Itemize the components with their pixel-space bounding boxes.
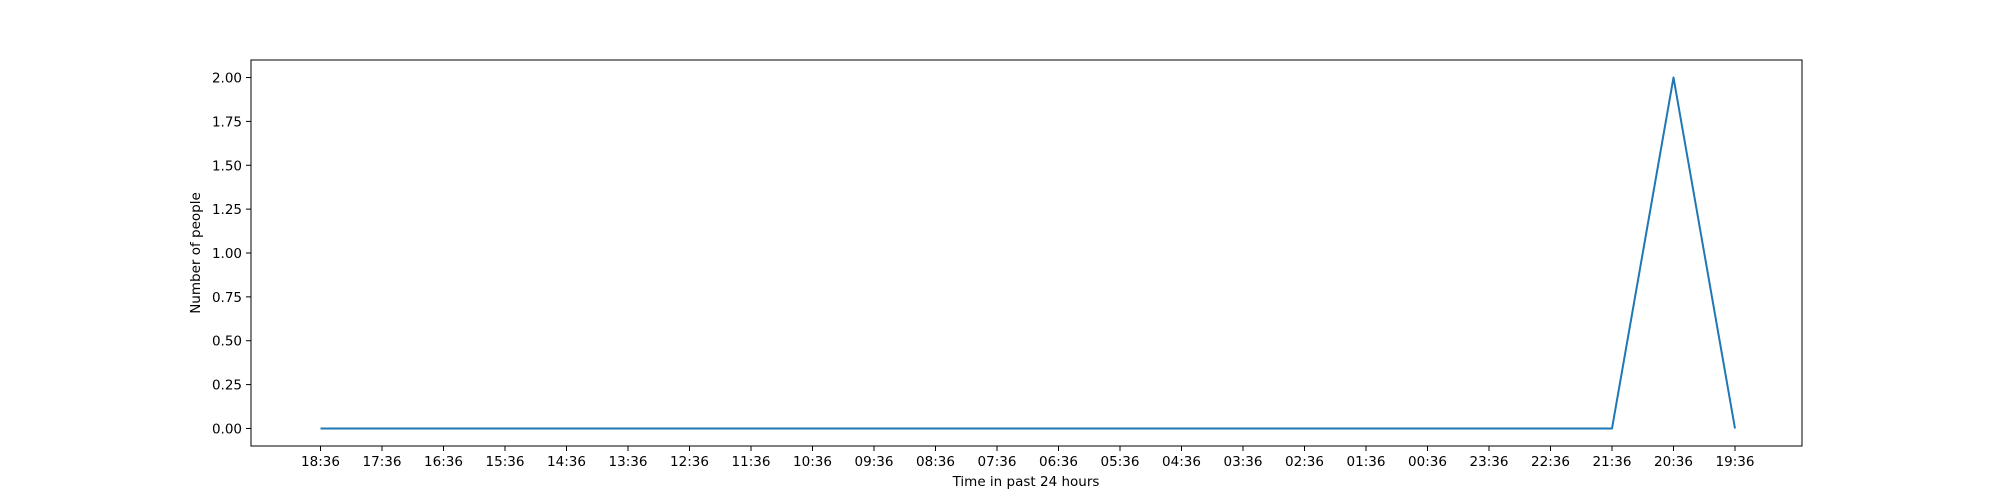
y-tick-label: 0.25 bbox=[212, 378, 242, 394]
x-tick-label: 16:36 bbox=[424, 454, 463, 470]
x-tick-label: 12:36 bbox=[670, 454, 709, 470]
x-tick-label: 22:36 bbox=[1531, 454, 1570, 470]
x-tick-label: 03:36 bbox=[1224, 454, 1263, 470]
x-tick-label: 19:36 bbox=[1716, 454, 1755, 470]
x-tick-label: 11:36 bbox=[732, 454, 771, 470]
plot-area bbox=[250, 59, 1803, 447]
y-tick-label: 1.25 bbox=[212, 202, 242, 218]
x-tick-label: 01:36 bbox=[1347, 454, 1386, 470]
y-tick-label: 0.50 bbox=[212, 334, 242, 350]
x-tick-label: 00:36 bbox=[1408, 454, 1447, 470]
x-tick-label: 23:36 bbox=[1470, 454, 1509, 470]
x-tick-label: 08:36 bbox=[916, 454, 955, 470]
x-tick-label: 17:36 bbox=[363, 454, 402, 470]
x-tick-label: 15:36 bbox=[486, 454, 525, 470]
y-tick-label: 2.00 bbox=[212, 71, 242, 87]
x-tick-label: 06:36 bbox=[1039, 454, 1078, 470]
x-tick-label: 07:36 bbox=[978, 454, 1017, 470]
x-tick-label: 13:36 bbox=[609, 454, 648, 470]
series-layer bbox=[320, 76, 1736, 430]
x-axis: 18:36 17:36 16:36 15:36 14:36 13:36 12:36 11:36… bbox=[301, 446, 1754, 470]
x-axis-label: Time in past 24 hours bbox=[952, 474, 1100, 490]
series-line bbox=[320, 76, 1736, 430]
x-tick-label: 09:36 bbox=[855, 454, 894, 470]
x-tick-label: 05:36 bbox=[1101, 454, 1140, 470]
y-tick-label: 0.75 bbox=[212, 290, 242, 306]
x-tick-label: 10:36 bbox=[793, 454, 832, 470]
y-axis: 0.00 0.25 0.50 0.75 1.00 1.25 1.50 1.75 2.00 bbox=[212, 71, 251, 437]
y-tick-label: 1.75 bbox=[212, 114, 242, 130]
x-tick-label: 14:36 bbox=[547, 454, 586, 470]
x-tick-label: 21:36 bbox=[1593, 454, 1632, 470]
y-tick-label: 1.50 bbox=[212, 158, 242, 174]
x-tick-label: 20:36 bbox=[1654, 454, 1693, 470]
x-tick-label: 18:36 bbox=[301, 454, 340, 470]
y-tick-label: 0.00 bbox=[212, 421, 242, 437]
x-tick-label: 02:36 bbox=[1285, 454, 1324, 470]
y-axis-label: Number of people bbox=[188, 192, 204, 314]
y-tick-label: 1.00 bbox=[212, 246, 242, 262]
x-tick-label: 04:36 bbox=[1162, 454, 1201, 470]
